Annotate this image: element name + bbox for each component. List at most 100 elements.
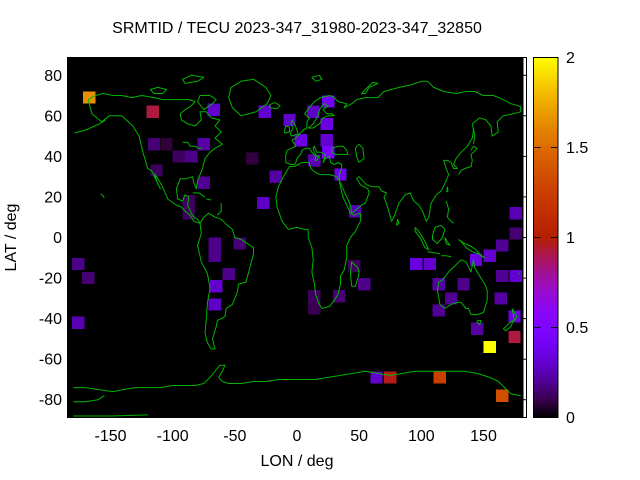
- heatmap-cell: [433, 371, 447, 384]
- coastline-path: [444, 237, 451, 247]
- heatmap-cell: [495, 389, 509, 402]
- coastline-path: [73, 414, 148, 417]
- y-tick-label: 40: [44, 149, 62, 166]
- coastline-path: [331, 145, 349, 155]
- heatmap-cell: [494, 292, 507, 305]
- heatmap-cell: [495, 269, 509, 283]
- colorbar-tick-label: 1.5: [566, 140, 588, 157]
- colorbar: 0 0.5 1 1.5 2: [533, 50, 588, 427]
- coastline-path: [476, 320, 482, 326]
- y-tick-label: 60: [44, 108, 62, 125]
- chart-title: SRMTID / TECU 2023-347_31980-2023-347_32…: [112, 20, 482, 37]
- coastline-path: [349, 261, 360, 287]
- heatmap-cell: [508, 310, 521, 323]
- coastline-path: [354, 143, 365, 163]
- heatmap-cell: [182, 207, 195, 220]
- x-axis-label: LON / deg: [261, 453, 334, 470]
- x-tick-label: 100: [408, 428, 435, 445]
- coastline-path: [192, 192, 206, 198]
- heatmap-cell: [320, 117, 333, 130]
- y-tick-label: 80: [44, 68, 62, 85]
- heatmap-cell: [222, 267, 235, 281]
- coastline-path: [100, 193, 105, 199]
- heatmap-cell: [306, 105, 320, 118]
- coastline-path: [441, 255, 452, 258]
- coastline-path: [284, 125, 290, 134]
- coastline-path: [395, 218, 400, 226]
- y-tick-label: -40: [39, 311, 62, 328]
- coastline-path: [458, 239, 486, 259]
- coastline-path: [414, 227, 430, 251]
- heatmap-cell: [72, 316, 85, 329]
- map-plot: [67, 57, 526, 418]
- heatmap-cell: [182, 194, 195, 208]
- coastline-path: [74, 119, 106, 134]
- coastline-path: [87, 93, 223, 224]
- coastline-path: [511, 308, 518, 322]
- heatmap-cell: [185, 150, 198, 163]
- heatmap-cell: [483, 340, 496, 354]
- coastline-path: [446, 186, 449, 193]
- coastline-path: [473, 127, 476, 145]
- y-tick-label: -60: [39, 352, 62, 369]
- coastline-path: [228, 78, 272, 117]
- coastline-path: [197, 212, 254, 350]
- coastline-path: [427, 251, 440, 255]
- coastline-path: [517, 272, 520, 275]
- heatmap-cell: [82, 272, 95, 285]
- coastline-path: [275, 162, 361, 309]
- y-tick-label: -20: [39, 271, 62, 288]
- coastline-path: [432, 224, 446, 245]
- axes: -150 -100 -50 0 50 100 150 80 60 40 20 0 -20 -40 -60 -8…: [39, 57, 527, 445]
- heatmap-cell: [208, 298, 222, 311]
- colorbar-tick-label: 1: [566, 230, 575, 247]
- heatmap-cell: [208, 237, 222, 250]
- coastline-path: [502, 320, 514, 332]
- heatmap-cell: [308, 154, 321, 167]
- heatmap-cell: [72, 257, 85, 270]
- heatmap-cell: [457, 278, 470, 291]
- heatmap-cell: [197, 138, 210, 151]
- heatmap-cell: [269, 170, 283, 183]
- heatmap-cell: [172, 150, 186, 163]
- heatmap-cell: [308, 302, 321, 315]
- coastline-path: [285, 80, 522, 222]
- heatmap-cell: [147, 138, 161, 151]
- heatmap-cell: [509, 207, 522, 220]
- coastline-path: [311, 74, 323, 82]
- x-tick-label: 50: [350, 428, 368, 445]
- heatmap-cell: [246, 152, 259, 165]
- heatmap-cell: [333, 290, 346, 303]
- coastline-path: [445, 200, 454, 224]
- y-axis-label: LAT / deg: [3, 204, 20, 272]
- coastline-path: [361, 81, 379, 94]
- heatmap-cell: [257, 196, 270, 210]
- x-tick-label: -100: [157, 428, 189, 445]
- coastline-path: [217, 203, 222, 216]
- heatmap-cell: [432, 304, 445, 317]
- heatmap-cell: [357, 278, 371, 291]
- heatmap-cell: [509, 227, 522, 240]
- heatmap-cell: [495, 239, 509, 252]
- heatmap-cell: [146, 105, 159, 118]
- heatmap-cell: [308, 290, 321, 303]
- map-background: [67, 57, 524, 418]
- coastline-path: [149, 86, 167, 94]
- colorbar-tick-label: 2: [566, 50, 575, 67]
- heatmap-cell: [207, 103, 220, 116]
- y-tick-label: -80: [39, 392, 62, 409]
- heatmap-cell: [283, 113, 296, 126]
- coastline-path: [73, 364, 521, 397]
- coastline-path: [182, 141, 203, 149]
- heatmap-cell: [321, 95, 335, 108]
- heatmap-cell: [83, 91, 96, 104]
- heatmap-cell: [509, 269, 522, 283]
- heatmap-cell: [471, 322, 484, 335]
- coastline-path: [290, 119, 299, 137]
- heatmap-cell: [370, 371, 383, 384]
- heatmap-cell: [444, 292, 458, 305]
- heatmap-cell: [483, 249, 496, 262]
- x-tick-label: 150: [470, 428, 497, 445]
